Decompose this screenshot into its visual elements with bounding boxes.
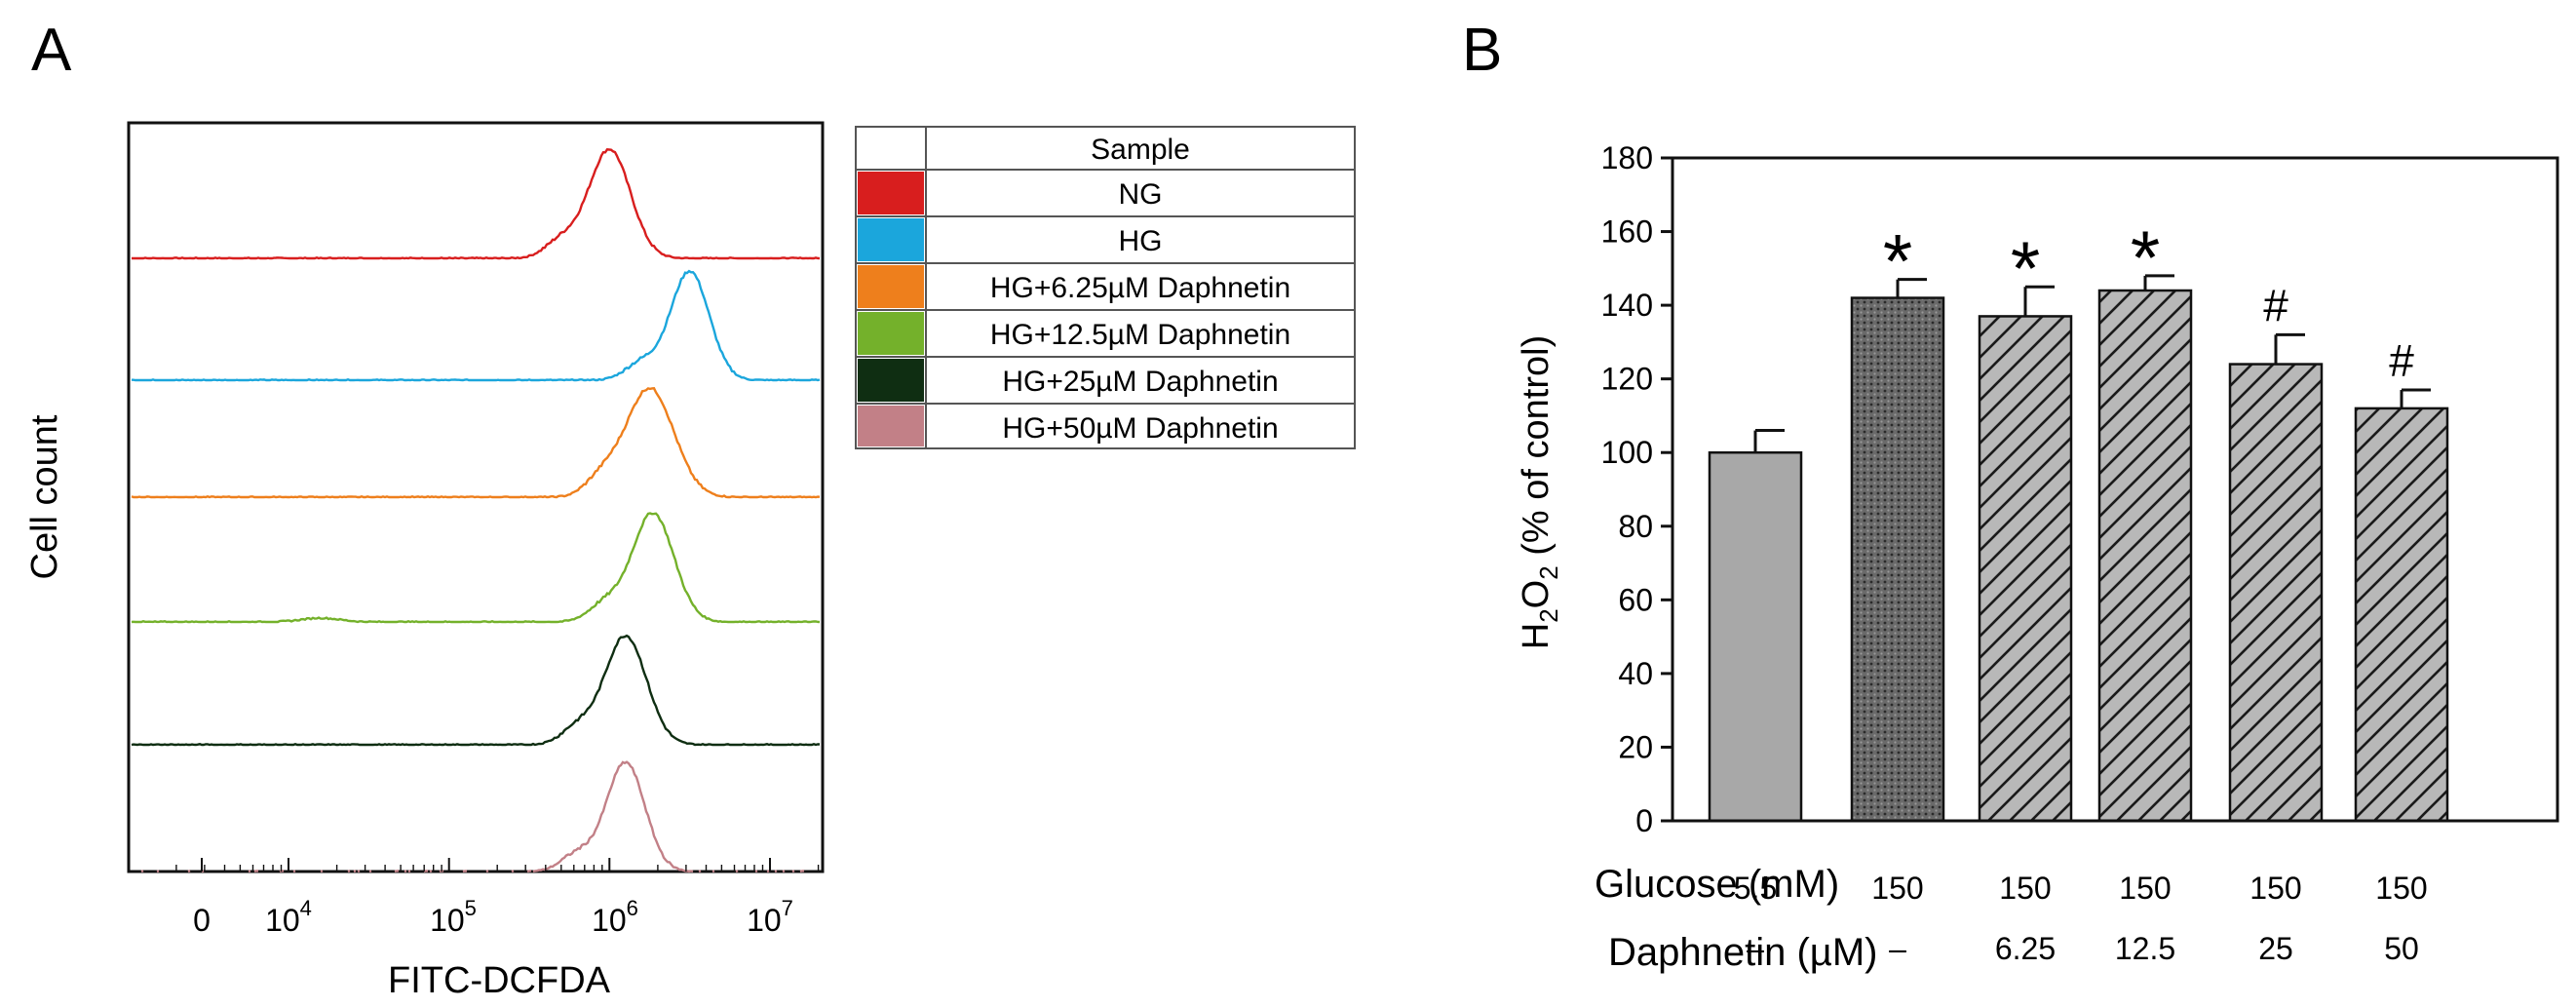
histogram-trace-1 — [131, 148, 821, 260]
significance-mark-3: * — [2011, 225, 2040, 311]
daphnetin-value-1: – — [1747, 931, 1764, 966]
bar-6 — [2354, 407, 2449, 823]
legend-label-hg: HG — [1119, 225, 1163, 257]
glucose-value-3: 150 — [1999, 871, 2051, 906]
legend-label-ng: NG — [1119, 178, 1163, 211]
histogram-trace-3 — [131, 387, 821, 499]
panel-b-label: B — [1462, 17, 1502, 84]
y-tick-label-160: 160 — [1601, 214, 1653, 250]
legend-label-hg-12-5: HG+12.5µM Daphnetin — [990, 319, 1290, 351]
histogram-trace-5 — [131, 634, 821, 747]
condition-labels: 5.5 150 150 150 150 150 – – 6.25 12.5 25 50 — [1734, 871, 2428, 966]
legend-swatch-hg — [858, 218, 924, 261]
daphnetin-value-5: 25 — [2258, 931, 2293, 966]
histogram-trace-2 — [132, 269, 821, 382]
y-tick-label-40: 40 — [1618, 656, 1653, 691]
significance-mark-6: # — [2389, 335, 2414, 386]
x-tick-label-1e7: 107 — [747, 896, 793, 938]
significance-mark-5: # — [2263, 280, 2288, 330]
x-tick-label-1e5: 105 — [430, 896, 477, 938]
x-tick-label-1e4: 104 — [265, 896, 312, 938]
glucose-value-1: 5.5 — [1734, 871, 1777, 906]
legend-swatch-hg-6-25 — [858, 265, 924, 308]
y-tick-label-60: 60 — [1618, 582, 1653, 617]
y-tick-label-120: 120 — [1601, 362, 1653, 397]
legend-swatch-hg-12-5 — [858, 312, 924, 355]
significance-mark-4: * — [2131, 214, 2160, 300]
glucose-row-label: Glucose (mM) — [1595, 863, 1839, 906]
y-tick-label-80: 80 — [1618, 509, 1653, 544]
bar-y-label: H2O2 (% of control) — [1516, 335, 1563, 649]
glucose-value-2: 150 — [1871, 871, 1923, 906]
bar-y-axis: 0 20 40 60 80 100 120 140 160 180 — [1601, 140, 1672, 838]
legend-swatch-ng — [858, 172, 924, 214]
glucose-value-6: 150 — [2375, 871, 2427, 906]
panel-a-label: A — [31, 17, 72, 84]
legend-header: Sample — [1091, 134, 1190, 166]
daphnetin-value-4: 12.5 — [2115, 931, 2175, 966]
daphnetin-value-3: 6.25 — [1995, 931, 2056, 966]
glucose-value-4: 150 — [2119, 871, 2171, 906]
histogram-frame — [127, 121, 825, 873]
histogram-trace-4 — [131, 512, 821, 624]
bar-5 — [2228, 363, 2324, 823]
glucose-value-5: 150 — [2249, 871, 2301, 906]
histogram-traces — [131, 148, 821, 872]
y-tick-label-180: 180 — [1601, 140, 1653, 175]
legend-table: Sample NG HG HG+6.25µM Daphnetin HG+12.5… — [855, 126, 1356, 449]
y-tick-label-0: 0 — [1635, 803, 1653, 838]
legend-label-hg-50: HG+50µM Daphnetin — [1002, 412, 1278, 445]
legend-label-hg-25: HG+25µM Daphnetin — [1002, 366, 1278, 398]
y-tick-label-20: 20 — [1618, 729, 1653, 764]
histogram-trace-6 — [141, 762, 820, 872]
legend-swatch-hg-50 — [858, 406, 924, 446]
y-tick-label-140: 140 — [1601, 288, 1653, 323]
bar-frame — [1671, 156, 2559, 823]
x-tick-label-1e6: 106 — [592, 896, 638, 938]
daphnetin-value-6: 50 — [2384, 931, 2419, 966]
y-tick-label-100: 100 — [1601, 435, 1653, 470]
bar-4 — [2097, 289, 2193, 823]
bar-plot: 0 20 40 60 80 100 120 140 160 180 * * * # # — [1601, 140, 2559, 838]
histogram-y-label: Cell count — [24, 414, 65, 579]
x-tick-label-0: 0 — [193, 903, 211, 938]
legend-label-hg-6-25: HG+6.25µM Daphnetin — [990, 272, 1290, 304]
bar-2 — [1850, 296, 1945, 823]
histogram-x-ticks — [175, 858, 820, 872]
daphnetin-value-2: – — [1889, 931, 1906, 966]
legend-swatch-hg-25 — [858, 359, 924, 402]
bar-1 — [1708, 450, 1803, 823]
bar-series: * * * # # — [1708, 214, 2449, 823]
histogram-x-label: FITC-DCFDA — [388, 960, 611, 1001]
histogram-plot — [127, 121, 825, 873]
significance-mark-2: * — [1883, 218, 1912, 304]
bar-3 — [1978, 315, 2073, 823]
legend-border — [855, 126, 1356, 449]
daphnetin-row-label: Daphnetin (µM) — [1608, 931, 1877, 974]
